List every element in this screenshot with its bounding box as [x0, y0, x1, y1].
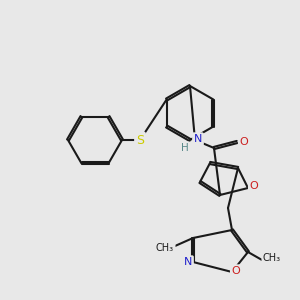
Text: O: O [232, 266, 240, 276]
Text: CH₃: CH₃ [156, 243, 174, 253]
Text: CH₃: CH₃ [263, 253, 281, 263]
Text: S: S [136, 134, 144, 146]
Text: N: N [194, 134, 202, 144]
Text: O: O [240, 137, 248, 147]
Text: O: O [250, 181, 258, 191]
Text: N: N [184, 257, 192, 267]
Text: H: H [181, 143, 189, 153]
